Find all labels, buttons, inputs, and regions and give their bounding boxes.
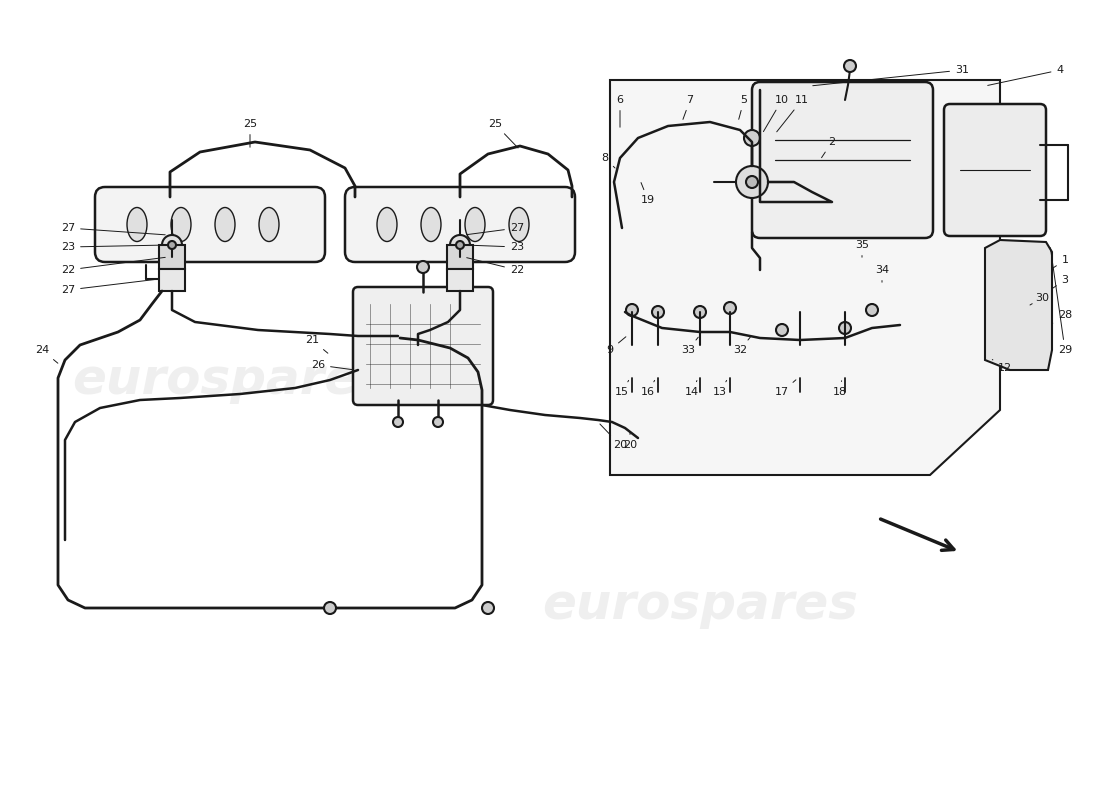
Circle shape <box>776 324 788 336</box>
Text: 9: 9 <box>606 337 626 355</box>
Text: 19: 19 <box>641 182 656 205</box>
Text: 17: 17 <box>774 380 796 397</box>
Bar <box>160 269 185 291</box>
FancyBboxPatch shape <box>752 82 933 238</box>
Text: 20: 20 <box>623 432 637 450</box>
Text: 7: 7 <box>683 95 694 119</box>
Circle shape <box>168 241 176 249</box>
Circle shape <box>724 302 736 314</box>
Text: 24: 24 <box>35 345 58 363</box>
FancyBboxPatch shape <box>345 187 575 262</box>
Text: 8: 8 <box>602 153 615 168</box>
Bar <box>447 269 473 291</box>
Text: 25: 25 <box>243 119 257 147</box>
Text: 33: 33 <box>681 337 698 355</box>
Text: 3: 3 <box>1053 275 1068 289</box>
Text: 27: 27 <box>60 279 156 295</box>
Circle shape <box>746 176 758 188</box>
Circle shape <box>866 304 878 316</box>
Polygon shape <box>610 80 1000 475</box>
Circle shape <box>844 60 856 72</box>
Text: 1: 1 <box>1053 255 1068 269</box>
Ellipse shape <box>214 207 235 242</box>
Ellipse shape <box>509 207 529 242</box>
Circle shape <box>162 235 182 255</box>
Circle shape <box>744 130 760 146</box>
Polygon shape <box>984 240 1052 370</box>
Text: 23: 23 <box>466 242 524 252</box>
Text: 5: 5 <box>739 95 748 119</box>
Circle shape <box>324 602 336 614</box>
Circle shape <box>652 306 664 318</box>
Text: 14: 14 <box>685 381 700 397</box>
Text: 16: 16 <box>641 381 654 397</box>
Text: 12: 12 <box>992 359 1012 373</box>
Bar <box>160 245 185 269</box>
Text: 30: 30 <box>1030 293 1049 305</box>
FancyBboxPatch shape <box>353 287 493 405</box>
Text: 4: 4 <box>988 65 1064 86</box>
Circle shape <box>450 235 470 255</box>
Text: 27: 27 <box>60 223 165 235</box>
Text: eurospares: eurospares <box>72 356 388 404</box>
Ellipse shape <box>170 207 191 242</box>
Text: 11: 11 <box>777 95 808 132</box>
FancyBboxPatch shape <box>95 187 324 262</box>
Ellipse shape <box>377 207 397 242</box>
Text: 32: 32 <box>733 337 750 355</box>
Ellipse shape <box>421 207 441 242</box>
Circle shape <box>456 241 464 249</box>
Ellipse shape <box>258 207 279 242</box>
Circle shape <box>393 417 403 427</box>
Circle shape <box>736 166 768 198</box>
Text: 25: 25 <box>488 119 518 148</box>
FancyBboxPatch shape <box>944 104 1046 236</box>
Bar <box>447 245 473 269</box>
Text: 10: 10 <box>763 95 789 132</box>
Text: 15: 15 <box>615 381 629 397</box>
Text: 13: 13 <box>713 381 727 397</box>
Text: 34: 34 <box>874 265 889 282</box>
Text: 21: 21 <box>305 335 328 354</box>
Circle shape <box>694 306 706 318</box>
Text: 2: 2 <box>822 137 836 158</box>
Text: 31: 31 <box>813 65 969 86</box>
Text: 22: 22 <box>466 258 524 275</box>
Text: 35: 35 <box>855 240 869 258</box>
Circle shape <box>626 304 638 316</box>
Text: 23: 23 <box>60 242 165 252</box>
Circle shape <box>482 602 494 614</box>
Text: 6: 6 <box>616 95 624 127</box>
Circle shape <box>839 322 851 334</box>
Text: 26: 26 <box>311 360 352 370</box>
Text: eurospares: eurospares <box>542 581 858 629</box>
Text: 22: 22 <box>60 258 165 275</box>
Text: 28: 28 <box>1053 310 1072 323</box>
Text: 27: 27 <box>466 223 524 234</box>
Text: 29: 29 <box>1050 248 1072 355</box>
Text: 18: 18 <box>833 381 847 397</box>
Ellipse shape <box>465 207 485 242</box>
Circle shape <box>433 417 443 427</box>
Text: 20: 20 <box>600 424 627 450</box>
Circle shape <box>417 261 429 273</box>
Ellipse shape <box>126 207 147 242</box>
